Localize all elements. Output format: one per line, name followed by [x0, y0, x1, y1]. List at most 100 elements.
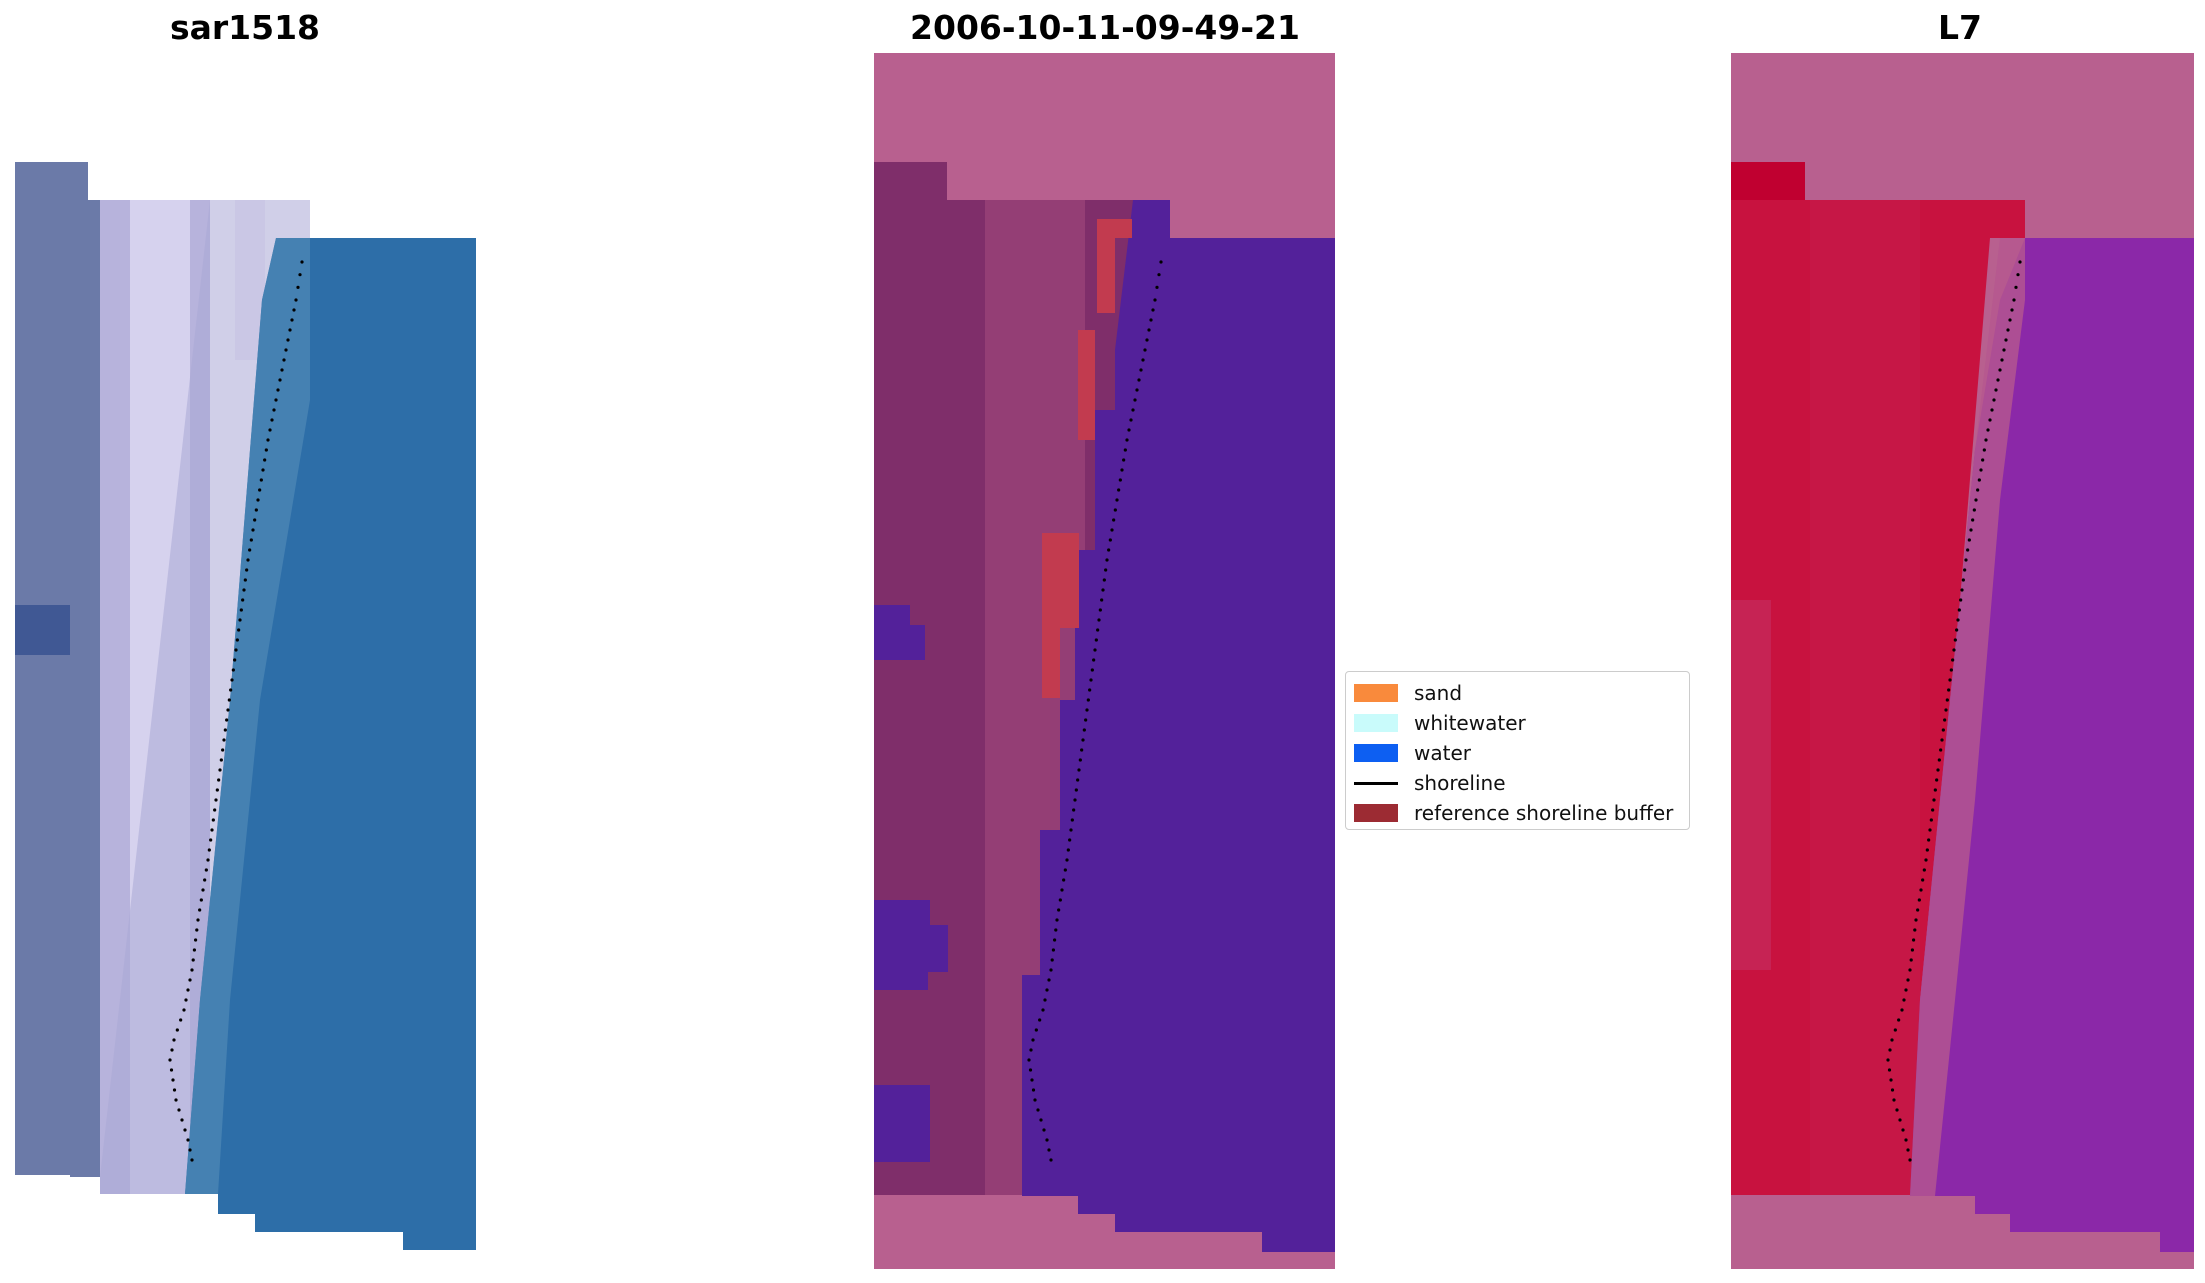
shoreline-point	[204, 868, 208, 872]
shoreline-point	[203, 878, 207, 882]
class-water	[1022, 200, 1335, 1252]
rgb-swash-zone	[100, 200, 310, 1194]
shoreline-point	[1956, 618, 1960, 622]
shoreline-point	[1100, 598, 1104, 602]
shoreline-point	[1887, 1068, 1892, 1072]
rgb-land-area	[15, 162, 100, 1177]
shoreline-point	[2014, 285, 2018, 289]
shoreline-point	[276, 388, 280, 392]
shoreline-point	[1974, 498, 1978, 502]
shoreline-point	[1065, 858, 1069, 862]
shoreline-point	[1898, 1118, 1902, 1122]
shoreline-point	[256, 498, 260, 502]
shoreline-point	[248, 548, 252, 552]
shoreline-point	[274, 398, 278, 402]
shoreline-point	[1080, 748, 1084, 752]
shoreline	[168, 260, 2022, 1162]
shoreline-point	[1888, 1048, 1892, 1052]
shoreline-point	[1050, 958, 1054, 962]
shoreline-point	[298, 273, 302, 277]
shoreline-point	[1955, 628, 1959, 632]
shoreline-point	[1076, 778, 1080, 782]
shoreline-point	[1054, 928, 1058, 932]
shoreline-point	[1045, 988, 1049, 992]
shoreline-point	[1147, 328, 1151, 332]
shoreline-point	[1077, 768, 1081, 772]
shoreline-point	[180, 1118, 184, 1122]
legend-item-shoreline: shoreline	[1354, 768, 1689, 798]
shoreline-point	[196, 918, 200, 922]
shoreline-point	[1959, 598, 1963, 602]
shoreline-point	[172, 1038, 176, 1042]
shoreline-point	[1115, 498, 1119, 502]
shoreline-point	[268, 428, 272, 432]
shoreline-point	[1945, 698, 1949, 702]
shoreline-point	[177, 1108, 181, 1112]
shoreline-point	[249, 538, 253, 542]
shoreline-point	[300, 260, 304, 264]
index-panel-title: L7	[1938, 8, 1982, 47]
shoreline-point	[199, 898, 203, 902]
shoreline-point	[1049, 968, 1053, 972]
shoreline-point	[182, 1008, 186, 1012]
shoreline-point	[214, 798, 218, 802]
shoreline-point	[1047, 978, 1051, 982]
shoreline-point	[1971, 518, 1975, 522]
shoreline-point	[1931, 808, 1935, 812]
shoreline-point	[246, 558, 250, 562]
shoreline-point	[1066, 848, 1070, 852]
index-panel	[1731, 53, 2194, 1269]
shoreline-point	[169, 1068, 174, 1072]
shoreline-point	[1081, 738, 1085, 742]
class-buffer-5	[1042, 628, 1060, 698]
shoreline-point	[2002, 348, 2006, 352]
shoreline-point	[192, 948, 196, 952]
shoreline-point	[223, 728, 227, 732]
shoreline-point	[261, 468, 265, 472]
shoreline-point	[1155, 285, 1159, 289]
shoreline-point	[1925, 848, 1929, 852]
shoreline-point	[1062, 878, 1066, 882]
shoreline-point	[1105, 558, 1109, 562]
shoreline-point	[1901, 1128, 1905, 1132]
shoreline-point	[2018, 260, 2022, 264]
rgb-panel-title: sar1518	[169, 8, 321, 47]
shoreline-point	[186, 1138, 190, 1142]
classification-panel	[874, 53, 1335, 1269]
shoreline-point	[1992, 398, 1996, 402]
shoreline-point	[1892, 1098, 1896, 1102]
shoreline-point	[1098, 608, 1102, 612]
shoreline-point	[1108, 538, 1112, 542]
shoreline-point	[1055, 918, 1059, 922]
shoreline-point	[1912, 938, 1916, 942]
legend-label-buffer: reference shoreline buffer	[1414, 801, 1674, 825]
shoreline-point	[1994, 388, 1998, 392]
shoreline-point	[1133, 398, 1137, 402]
shoreline-point	[215, 788, 219, 792]
shoreline-point	[1113, 508, 1117, 512]
legend-item-buffer: reference shoreline buffer	[1354, 798, 1689, 828]
shoreline-point	[1139, 368, 1143, 372]
shoreline-point	[1088, 688, 1092, 692]
legend-item-sand: sand	[1354, 678, 1689, 708]
shoreline-point	[225, 718, 229, 722]
shoreline-point	[234, 648, 238, 652]
shoreline-point	[194, 938, 198, 942]
shoreline-point	[243, 578, 247, 582]
index-land-patch	[1731, 600, 1771, 970]
shoreline-point	[1082, 728, 1086, 732]
index-land-bright	[1731, 162, 1805, 200]
shoreline-point	[1940, 738, 1944, 742]
shoreline-point	[1909, 958, 1913, 962]
shoreline-point	[1127, 428, 1131, 432]
shoreline-point	[231, 668, 235, 672]
index-swash	[1910, 238, 2025, 1196]
shoreline-point	[217, 778, 221, 782]
shoreline-point	[1131, 408, 1135, 412]
shoreline-point	[263, 458, 267, 462]
shoreline-point	[190, 1158, 194, 1162]
class-buffer-1	[1097, 219, 1132, 238]
water-swatch	[1354, 744, 1398, 762]
shoreline-point	[1908, 968, 1912, 972]
shoreline-point	[1988, 418, 1992, 422]
